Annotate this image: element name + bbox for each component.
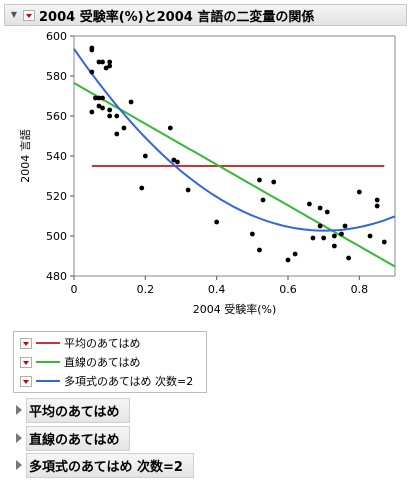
legend-line-swatch — [36, 361, 60, 363]
data-point — [107, 63, 113, 69]
data-point — [114, 131, 120, 137]
data-point — [257, 247, 262, 253]
legend-label: 平均のあてはめ — [64, 337, 141, 350]
report-outline-polynomial-fit[interactable]: 多項式のあてはめ 次数=2 — [16, 452, 194, 478]
data-point — [342, 223, 348, 229]
report-title: 2004 受験率(%)と2004 言語の二変量の関係 — [39, 9, 315, 25]
data-point — [374, 203, 380, 209]
data-point — [100, 105, 105, 111]
legend-item-polynomial: 多項式のあてはめ 次数=2 — [20, 372, 193, 390]
data-point — [128, 99, 134, 105]
data-point — [331, 243, 337, 249]
disclosure-closed-icon[interactable] — [16, 460, 22, 470]
data-point — [100, 59, 105, 65]
y-tick-label: 560 — [46, 110, 67, 123]
y-axis-label: 2004 言語 — [18, 129, 32, 183]
data-point — [317, 223, 323, 229]
disclosure-open-icon[interactable]: ▼ — [10, 10, 18, 19]
data-point — [317, 205, 323, 211]
x-axis-label: 2004 受験率(%) — [193, 302, 277, 316]
red-triangle-menu-icon[interactable] — [20, 337, 32, 349]
report-outline-label[interactable]: 多項式のあてはめ 次数=2 — [26, 452, 194, 478]
data-point — [249, 231, 255, 237]
data-point — [260, 197, 266, 203]
x-tick-label: 0.2 — [137, 283, 155, 296]
y-tick-label: 500 — [46, 230, 67, 243]
x-tick-label: 0.6 — [279, 283, 297, 296]
legend-label: 直線のあてはめ — [64, 356, 141, 369]
data-point — [142, 153, 148, 159]
red-triangle-menu-icon[interactable] — [20, 356, 32, 368]
data-point — [167, 125, 173, 131]
report-outline-mean-fit[interactable]: 平均のあてはめ — [16, 397, 131, 423]
red-triangle-menu-icon[interactable] — [23, 9, 35, 21]
x-tick-label: 0.8 — [351, 283, 369, 296]
data-point — [89, 109, 95, 115]
data-point — [96, 103, 102, 109]
data-point — [121, 125, 127, 131]
data-point — [346, 255, 352, 261]
data-point — [324, 209, 330, 215]
data-point — [271, 179, 277, 185]
y-tick-label: 600 — [46, 30, 67, 43]
data-point — [310, 235, 316, 241]
data-point — [257, 177, 262, 183]
legend-line-swatch — [36, 342, 60, 344]
data-point — [171, 157, 177, 163]
data-point — [107, 59, 113, 65]
data-point — [107, 113, 113, 119]
legend-label: 多項式のあてはめ 次数=2 — [64, 375, 194, 388]
y-tick-label: 580 — [46, 70, 67, 83]
x-tick-label: 0 — [71, 283, 78, 296]
fit-legend: 平均のあてはめ 直線のあてはめ 多項式のあてはめ 次数=2 — [13, 331, 207, 393]
data-point — [367, 233, 373, 239]
report-outline-label[interactable]: 平均のあてはめ — [26, 397, 131, 423]
data-point — [114, 113, 120, 119]
data-point — [139, 185, 145, 191]
report-title-bar: ▼ 2004 受験率(%)と2004 言語の二変量の関係 — [4, 4, 407, 26]
disclosure-closed-icon[interactable] — [16, 433, 22, 443]
data-point — [107, 107, 113, 113]
x-tick-label: 0.4 — [208, 283, 226, 296]
report-outline-linear-fit[interactable]: 直線のあてはめ — [16, 425, 131, 451]
data-point — [292, 251, 298, 257]
data-point — [321, 235, 327, 241]
data-point — [103, 65, 109, 71]
data-point — [89, 47, 95, 53]
data-point — [96, 59, 102, 65]
data-point — [339, 231, 344, 237]
y-tick-label: 520 — [46, 190, 67, 203]
data-point — [285, 257, 291, 263]
data-point — [96, 95, 102, 101]
data-point — [214, 219, 220, 225]
legend-item-linear: 直線のあてはめ — [20, 353, 141, 371]
data-point — [374, 197, 380, 203]
y-tick-label: 540 — [46, 150, 67, 163]
data-point — [331, 233, 337, 239]
y-tick-label: 480 — [46, 270, 67, 283]
data-point — [307, 201, 312, 207]
data-point — [89, 69, 95, 75]
bivariate-scatter-chart: 480 500 520 540 560 580 600 0 0.2 0.4 0.6 0.8 2004 受… — [18, 30, 396, 316]
disclosure-closed-icon[interactable] — [16, 405, 22, 415]
red-triangle-menu-icon[interactable] — [20, 375, 32, 387]
data-point — [175, 159, 180, 165]
data-point — [185, 187, 191, 193]
data-point — [100, 95, 105, 101]
report-outline-label[interactable]: 直線のあてはめ — [26, 425, 131, 451]
data-point — [356, 189, 362, 195]
legend-line-swatch — [36, 380, 60, 382]
data-point — [381, 239, 387, 245]
polynomial-fit-line — [73, 48, 396, 232]
legend-item-mean: 平均のあてはめ — [20, 334, 141, 352]
data-point — [93, 95, 98, 101]
